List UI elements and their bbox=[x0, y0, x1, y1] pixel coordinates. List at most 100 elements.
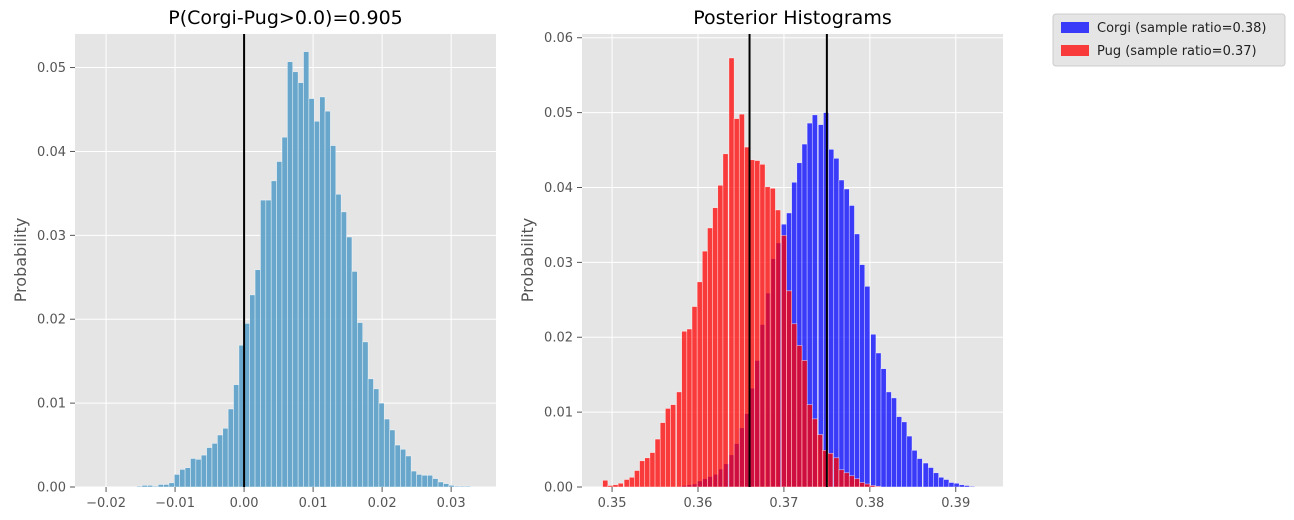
histogram-bar bbox=[875, 352, 882, 488]
histogram-bar bbox=[335, 193, 342, 488]
legend: Corgi (sample ratio=0.38) Pug (sample ra… bbox=[1052, 13, 1286, 67]
histogram-bar bbox=[157, 484, 164, 488]
histogram-bar bbox=[249, 294, 256, 488]
histogram-bar bbox=[759, 163, 766, 488]
histogram-bar bbox=[911, 450, 918, 488]
histogram-bar bbox=[195, 459, 202, 488]
histogram-bar bbox=[297, 82, 304, 488]
x-tick-label: 0.39 bbox=[941, 496, 970, 511]
histogram-bar bbox=[443, 483, 450, 488]
histogram-bar bbox=[681, 330, 688, 488]
histogram-bar bbox=[362, 341, 369, 488]
x-tick-label: 0.35 bbox=[598, 496, 627, 511]
histogram-bar bbox=[174, 474, 180, 488]
legend-swatch-pug bbox=[1061, 45, 1089, 56]
histogram-bar bbox=[346, 236, 353, 488]
y-axis-ticks: 0.00 0.01 0.02 0.03 0.04 0.05 0.06 bbox=[544, 31, 582, 496]
y-tick-label: 0.06 bbox=[544, 31, 573, 46]
histogram-bar bbox=[896, 416, 903, 488]
histogram-bar bbox=[927, 467, 934, 488]
histogram-bar bbox=[754, 160, 761, 488]
histogram-bar bbox=[781, 235, 787, 488]
histogram-bar bbox=[421, 474, 428, 488]
histogram-bar bbox=[351, 271, 358, 488]
histogram-bar bbox=[163, 484, 170, 488]
histogram-bar bbox=[147, 485, 154, 488]
histogram-bar bbox=[389, 429, 396, 488]
y-tick-label: 0.01 bbox=[544, 406, 573, 421]
x-tick-label: 0.03 bbox=[437, 496, 466, 511]
histogram-bar bbox=[916, 458, 923, 488]
histogram-bar bbox=[701, 250, 708, 488]
y-tick-label: 0.05 bbox=[37, 61, 66, 76]
x-tick-label: 0.00 bbox=[230, 496, 259, 511]
histogram-bar bbox=[827, 453, 834, 488]
histogram-bar bbox=[848, 475, 855, 488]
histogram-bar bbox=[806, 404, 813, 488]
histogram-bar bbox=[270, 180, 277, 488]
histogram-bar bbox=[848, 205, 855, 488]
histogram-bar bbox=[378, 402, 385, 488]
histogram-bar bbox=[400, 448, 407, 488]
histogram-bar bbox=[243, 323, 250, 488]
histogram-bar bbox=[222, 427, 229, 488]
y-tick-label: 0.01 bbox=[37, 397, 66, 412]
histogram-bar bbox=[712, 207, 719, 488]
histogram-bar bbox=[796, 345, 803, 488]
x-axis-ticks: 0.35 0.36 0.37 0.38 0.39 bbox=[598, 487, 970, 511]
histogram-bar bbox=[691, 306, 698, 488]
histogram-bar bbox=[639, 460, 646, 488]
y-tick-label: 0.05 bbox=[544, 106, 573, 121]
histogram-bar bbox=[211, 443, 218, 488]
x-tick-label: 0.37 bbox=[769, 496, 798, 511]
histogram-bar bbox=[811, 418, 818, 488]
histogram-bar bbox=[880, 368, 887, 488]
histogram-bar bbox=[764, 186, 771, 488]
x-tick-label: 0.01 bbox=[299, 496, 328, 511]
histogram-bar bbox=[152, 485, 159, 488]
histogram-bar bbox=[953, 482, 960, 488]
y-tick-label: 0.00 bbox=[37, 481, 66, 496]
histogram-bar bbox=[308, 98, 315, 488]
histogram-bar bbox=[696, 281, 703, 488]
histogram-bar bbox=[136, 485, 143, 488]
histogram-bar bbox=[265, 199, 272, 488]
histogram-bar bbox=[958, 484, 965, 488]
histogram-bar bbox=[634, 470, 640, 488]
histogram-bar bbox=[254, 269, 261, 488]
histogram-bar bbox=[612, 484, 619, 488]
histogram-bar bbox=[330, 145, 337, 488]
reference-lines bbox=[748, 34, 828, 487]
histogram-bar bbox=[357, 322, 364, 488]
histogram-bar bbox=[891, 397, 897, 488]
histogram-bar bbox=[394, 444, 401, 488]
histogram-bar bbox=[427, 474, 433, 488]
histogram-bar bbox=[969, 485, 976, 488]
histogram-bar bbox=[670, 404, 677, 488]
posterior-histograms-panel: 0.35 0.36 0.37 0.38 0.39 0.000.010.020.030.0… bbox=[518, 7, 1003, 511]
y-tick-label: 0.04 bbox=[37, 145, 66, 160]
histogram-bar bbox=[324, 110, 331, 488]
histogram-bar bbox=[869, 485, 876, 488]
x-tick-label: 0.38 bbox=[855, 496, 884, 511]
histogram-bar bbox=[859, 482, 866, 488]
histogram-bar bbox=[623, 479, 630, 488]
histogram-bar bbox=[843, 188, 850, 488]
histogram-bar bbox=[686, 328, 693, 488]
y-tick-label: 0.02 bbox=[544, 331, 573, 346]
histogram-bar bbox=[854, 233, 860, 488]
histogram-bar bbox=[864, 483, 871, 488]
histogram-bar bbox=[833, 457, 840, 488]
histogram-bar bbox=[859, 264, 866, 488]
y-tick-label: 0.03 bbox=[544, 256, 573, 271]
histogram-bar bbox=[276, 161, 283, 488]
histogram-bar bbox=[227, 408, 234, 488]
histogram-bar bbox=[453, 485, 460, 488]
histogram-bar bbox=[817, 434, 823, 488]
histogram-bar bbox=[901, 421, 908, 488]
histogram-bar bbox=[786, 290, 793, 488]
histogram-bar bbox=[801, 360, 808, 488]
histogram-bar bbox=[775, 209, 781, 488]
y-axis-label: Probability bbox=[11, 218, 30, 303]
